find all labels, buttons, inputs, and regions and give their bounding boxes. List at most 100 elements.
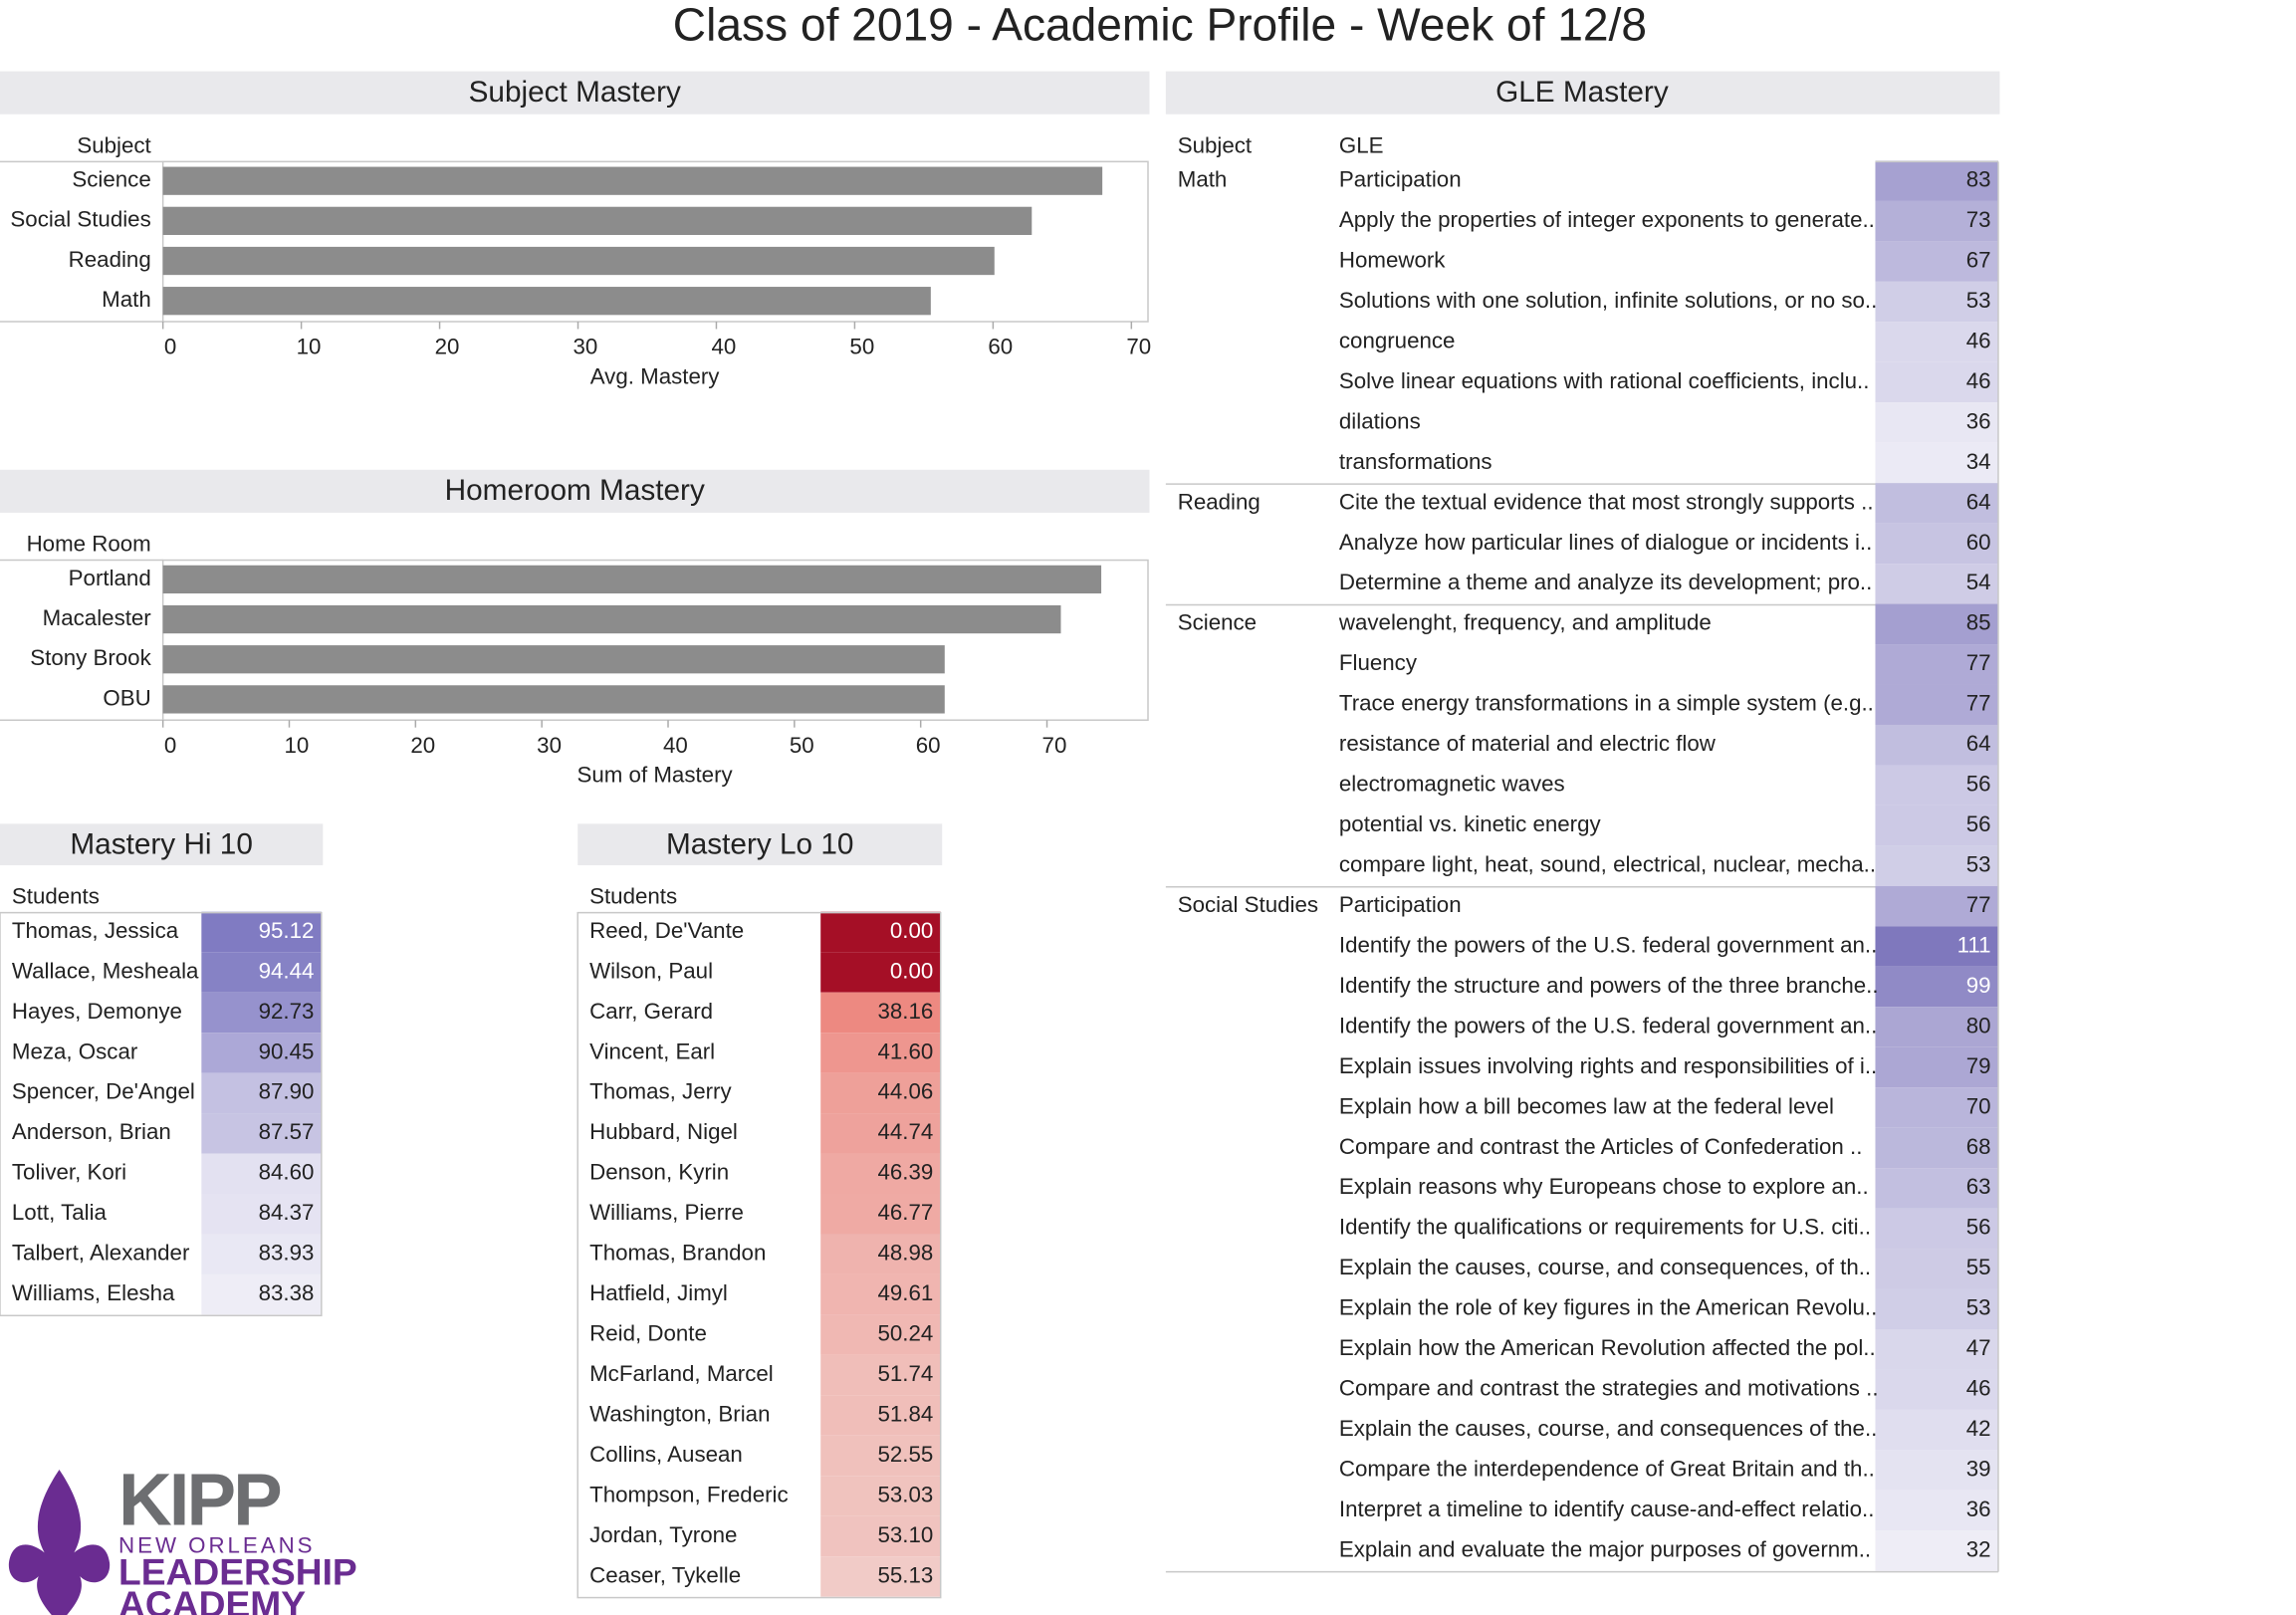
value-label: 64 [1966,489,1991,514]
gle-label: Identify the powers of the U.S. federal … [1339,932,1877,957]
heat-cell [201,1194,322,1235]
value-label: 53 [1966,852,1991,877]
heat-cell [1875,1046,1998,1088]
value-label: 85 [1966,610,1991,635]
x-tick-label: 50 [790,733,814,758]
heat-cell [820,1033,941,1073]
value-label: 64 [1966,731,1991,756]
value-label: 32 [1966,1536,1991,1561]
heat-cell [820,911,941,953]
x-tick-label: 70 [1126,335,1151,359]
gle-label: Trace energy transformations in a simple… [1339,691,1874,716]
value-label: 87.57 [259,1119,315,1144]
value-label: 38.16 [877,999,933,1024]
gle-label: Compare and contrast the Articles of Con… [1339,1134,1863,1159]
heat-cell [1875,322,1998,362]
value-label: 63 [1966,1174,1991,1199]
value-label: 84.37 [259,1200,315,1225]
gle-label: Solve linear equations with rational coe… [1339,368,1870,393]
heat-cell [1875,483,1998,524]
logo-name: KIPP [118,1458,281,1540]
value-label: 46 [1966,1376,1991,1401]
value-label: 54 [1966,570,1991,594]
heat-cell [1875,1328,1998,1370]
bar [162,287,931,316]
subject-label: Science [1178,610,1257,635]
heat-cell [820,1476,941,1516]
student-name: Talbert, Alexander [12,1241,190,1266]
value-label: 0.00 [890,958,933,983]
category-axis-label: Home Room [27,532,151,557]
fleur-de-lis [8,1470,111,1615]
heat-cell [1875,885,1998,927]
column-header: Subject [1178,132,1253,157]
subject-label: Reading [1178,489,1261,514]
value-label: 68 [1966,1134,1991,1159]
value-label: 84.60 [259,1160,315,1185]
gle-label: wavelenght, frequency, and amplitude [1338,610,1712,635]
gle-label: Identify the structure and powers of the… [1339,973,1879,998]
column-header: GLE [1339,132,1384,157]
heat-cell [201,1072,322,1114]
value-label: 56 [1966,772,1991,797]
bar [162,166,1103,195]
gle-label: potential vs. kinetic energy [1339,811,1602,836]
gle-label: Explain issues involving rights and resp… [1339,1053,1877,1078]
heat-cell [1875,281,1998,323]
gle-label: Explain reasons why Europeans chose to e… [1339,1174,1869,1199]
gle-label: Explain how a bill becomes law at the fe… [1339,1093,1834,1118]
category-label: Reading [69,247,151,272]
heat-cell [1875,926,1998,967]
x-tick-label: 30 [574,335,598,359]
heat-cell [1875,523,1998,565]
x-tick-label: 0 [164,733,176,758]
value-label: 77 [1966,691,1991,716]
value-label: 47 [1966,1335,1991,1360]
value-label: 36 [1966,408,1991,433]
plot-frame [161,160,1149,323]
value-label: 51.84 [877,1401,933,1426]
chart-title: Homeroom Mastery [445,474,705,507]
heat-cell [1875,442,1998,484]
value-label: 94.44 [259,958,315,983]
category-label: Math [102,287,151,312]
value-label: 67 [1966,248,1991,273]
panel-header [0,469,1150,513]
gle-label: Explain the role of key figures in the A… [1339,1295,1877,1320]
student-name: Collins, Ausean [589,1442,743,1467]
category-label: Stony Brook [30,645,151,670]
category-axis-label: Subject [77,132,151,157]
table-title: Mastery Hi 10 [70,828,253,861]
x-axis-title: Avg. Mastery [590,363,721,388]
student-name: Hatfield, Jimyl [589,1280,728,1305]
bar [162,565,1102,594]
heat-cell [1875,765,1998,806]
column-header: Students [12,884,100,909]
x-tick-label: 30 [537,733,562,758]
heat-cell [1875,1490,1998,1531]
x-axis-title: Sum of Mastery [577,763,734,788]
heat-cell [1875,1369,1998,1410]
gle-label: Identify the powers of the U.S. federal … [1339,1013,1877,1038]
heat-cell [201,1234,322,1274]
value-label: 56 [1966,811,1991,836]
gle-label: Apply the properties of integer exponent… [1339,207,1875,232]
value-label: 46 [1966,368,1991,393]
heat-cell [201,1033,322,1073]
x-tick-label: 70 [1042,733,1067,758]
value-label: 99 [1966,973,1991,998]
value-label: 83.38 [259,1280,315,1305]
gle-label: Interpret a timeline to identify cause-a… [1339,1497,1874,1521]
x-tick-label: 40 [663,733,688,758]
gle-label: Explain the causes, course, and conseque… [1339,1416,1877,1441]
student-name: Hayes, Demonye [12,999,182,1024]
value-label: 44.74 [877,1119,933,1144]
table-title: Mastery Lo 10 [666,828,854,861]
value-label: 83 [1966,167,1991,192]
heat-cell [820,1435,941,1477]
student-name: Thomas, Jerry [589,1079,732,1104]
gle-label: congruence [1339,328,1456,352]
logo-line: ACADEMY [118,1583,306,1615]
heat-cell [201,1273,322,1315]
